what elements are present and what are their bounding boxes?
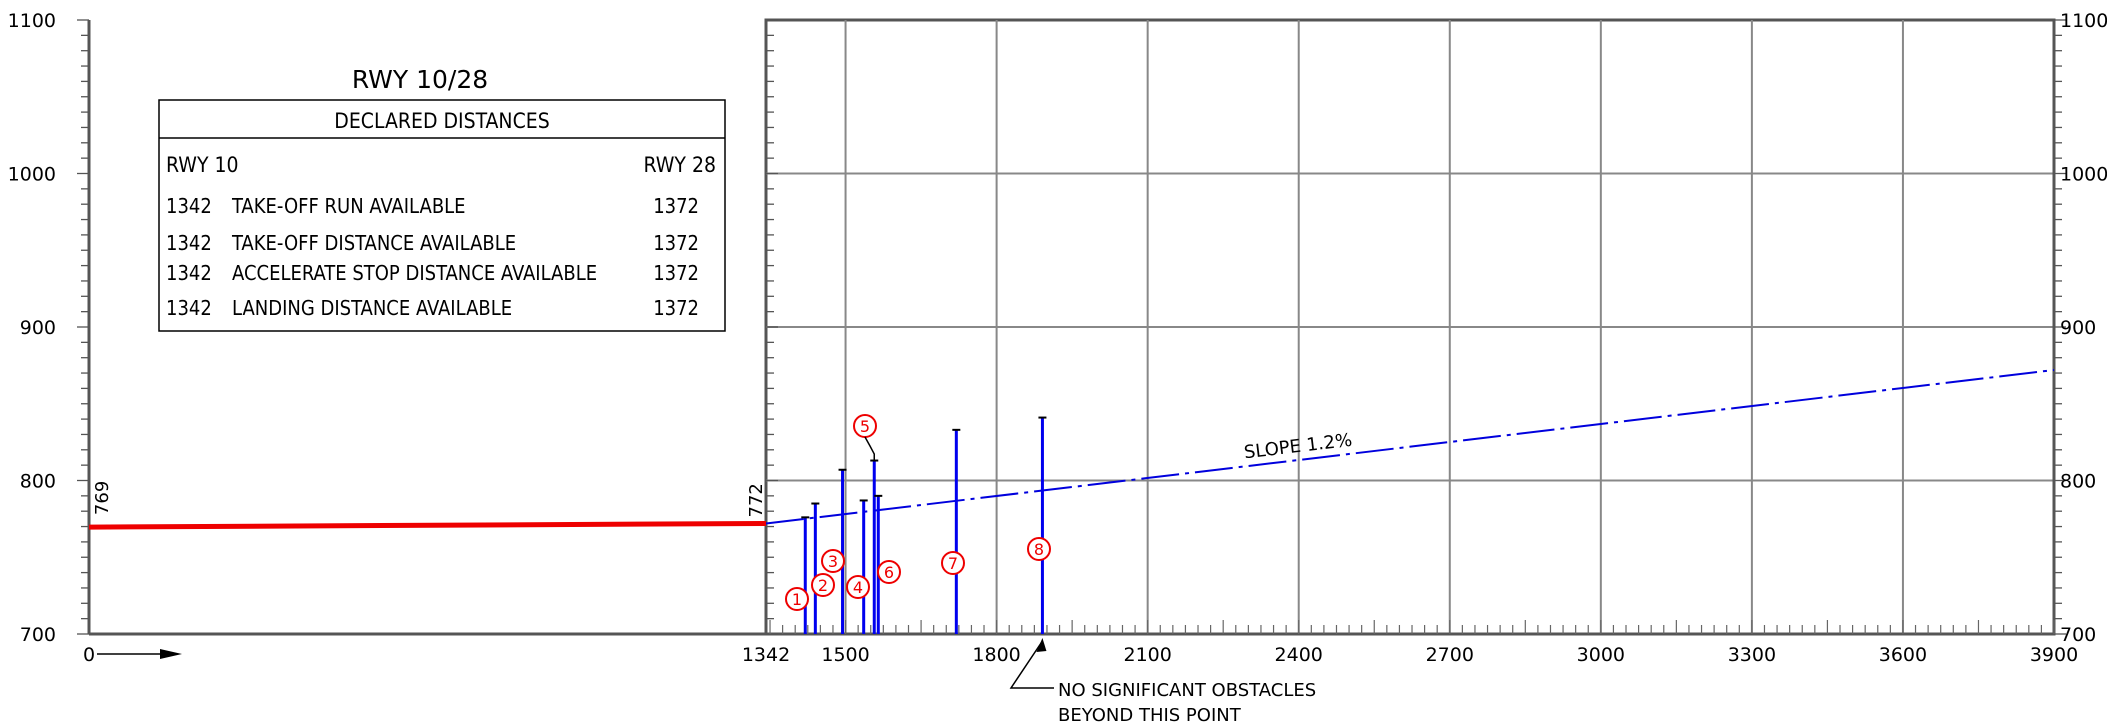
row-right-value: 1372 — [653, 296, 699, 320]
x-tick-label: 3300 — [1728, 644, 1776, 666]
obstacle-marker-label: 8 — [1034, 540, 1044, 559]
chart-title: RWY 10/28 — [352, 65, 488, 94]
row-left-value: 1342 — [166, 231, 212, 255]
runway-end-elevation-label: 772 — [746, 483, 767, 517]
y-tick-label-right: 700 — [2060, 624, 2096, 646]
row-label: TAKE-OFF DISTANCE AVAILABLE — [231, 231, 516, 255]
obstacle-marker-label: 5 — [860, 417, 870, 436]
y-tick-label-left: 800 — [20, 471, 56, 493]
obstacle-marker-circle — [877, 560, 901, 584]
y-tick-label-right: 1100 — [2060, 10, 2107, 32]
table-rows: 1342 TAKE-OFF RUN AVAILABLE 1372 1342 TAKE-O… — [166, 194, 699, 320]
slope-line — [765, 368, 2055, 525]
col-right-header: RWY 28 — [643, 153, 716, 177]
x-tick-label-origin: 0 — [83, 644, 95, 666]
note-leader-line — [1009, 640, 1054, 689]
declared-distances-heading: DECLARED DISTANCES — [334, 109, 549, 133]
col-left-header: RWY 10 — [166, 153, 239, 177]
y-tick-label-left: 1000 — [8, 164, 56, 186]
x-tick-label: 3600 — [1879, 644, 1927, 666]
y-tick-label-left: 700 — [20, 624, 56, 646]
x-tick-label: 2400 — [1275, 644, 1323, 666]
row-label: TAKE-OFF RUN AVAILABLE — [231, 194, 466, 218]
x-tick-label: 1800 — [972, 644, 1020, 666]
x-tick-label: 2700 — [1426, 644, 1474, 666]
y-tick-label-right: 800 — [2060, 471, 2096, 493]
axis-ticks — [77, 19, 2066, 635]
x-tick-label: 1342 — [742, 644, 790, 666]
row-right-value: 1372 — [653, 261, 699, 285]
x-tick-label: 1500 — [821, 644, 869, 666]
slope-group: SLOPE 1.2% — [765, 368, 2055, 525]
obstacle-marker-label: 4 — [853, 578, 863, 597]
row-label: LANDING DISTANCE AVAILABLE — [232, 296, 512, 320]
y-tick-label-left: 900 — [20, 317, 56, 339]
y-tick-label-right: 900 — [2060, 317, 2096, 339]
note-group: NO SIGNIFICANT OBSTACLES BEYOND THIS POIN… — [1009, 638, 1316, 724]
row-left-value: 1342 — [166, 194, 212, 218]
row-right-value: 1372 — [653, 194, 699, 218]
obstacle-marker-label: 1 — [792, 590, 802, 609]
obstacle-marker-circle — [785, 587, 809, 611]
note-line-1: NO SIGNIFICANT OBSTACLES — [1058, 680, 1316, 701]
obstacle-marker-circle — [1027, 537, 1051, 561]
obstacle-marker-circle — [941, 551, 965, 575]
row-label: ACCELERATE STOP DISTANCE AVAILABLE — [232, 261, 597, 285]
chart-grid — [764, 18, 2056, 636]
runway-profile-line — [88, 520, 767, 530]
runway-group: 769 772 — [88, 481, 767, 530]
declared-distances-box — [158, 99, 726, 332]
direction-arrow-icon — [97, 649, 182, 659]
y-tick-label-left: 1100 — [8, 10, 56, 32]
x-tick-label: 3900 — [2030, 644, 2078, 666]
runway-start-elevation-label: 769 — [92, 481, 113, 515]
y-tick-label-right: 1000 — [2060, 164, 2107, 186]
row-right-value: 1372 — [653, 231, 699, 255]
x-tick-label: 2100 — [1123, 644, 1171, 666]
note-line-2: BEYOND THIS POINT — [1058, 705, 1242, 724]
obstacle-marker-circle — [811, 573, 835, 597]
obstacle-marker-circle — [846, 575, 870, 599]
obstacle-marker-circle — [821, 549, 845, 573]
obstacle-marker-label: 7 — [948, 554, 958, 573]
obstacle-marker-label: 2 — [818, 576, 828, 595]
row-left-value: 1342 — [166, 261, 212, 285]
x-tick-label: 3000 — [1577, 644, 1625, 666]
marker-5-leader — [864, 436, 876, 461]
obstacle-marker-label: 6 — [884, 563, 894, 582]
declared-distances-table: RWY 10/28 DECLARED DISTANCES RWY 10 RWY … — [158, 65, 726, 332]
row-left-value: 1342 — [166, 296, 212, 320]
note-leader-arrow-icon — [1036, 638, 1047, 652]
obstacle-marker-label: 3 — [828, 552, 838, 571]
